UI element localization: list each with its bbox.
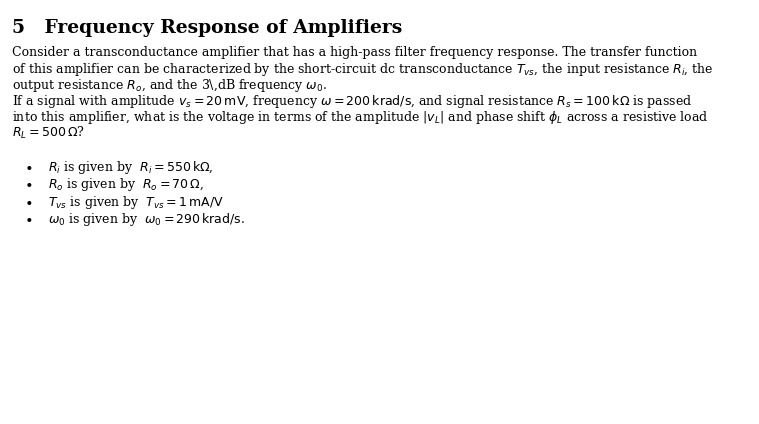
Text: of this amplifier can be characterized by the short-circuit dc transconductance : of this amplifier can be characterized b…	[12, 61, 713, 78]
Text: $R_o$ is given by  $R_o = 70\,\Omega$,: $R_o$ is given by $R_o = 70\,\Omega$,	[48, 176, 204, 193]
Text: Consider a transconductance amplifier that has a high-pass filter frequency resp: Consider a transconductance amplifier th…	[12, 46, 697, 59]
Text: into this amplifier, what is the voltage in terms of the amplitude $|v_L|$ and p: into this amplifier, what is the voltage…	[12, 109, 709, 126]
Text: $\omega_0$ is given by  $\omega_0 = 290\,\mathrm{krad/s}$.: $\omega_0$ is given by $\omega_0 = 290\,…	[48, 212, 245, 229]
Text: $\bullet$: $\bullet$	[24, 212, 32, 226]
Text: output resistance $R_o$, and the 3\,dB frequency $\omega_0$.: output resistance $R_o$, and the 3\,dB f…	[12, 77, 327, 94]
Text: $T_{vs}$ is given by  $T_{vs} = 1\,\mathrm{mA/V}$: $T_{vs}$ is given by $T_{vs} = 1\,\mathr…	[48, 194, 224, 211]
Text: $R_L = 500\,\Omega$?: $R_L = 500\,\Omega$?	[12, 125, 85, 141]
Text: If a signal with amplitude $v_s = 20\,\mathrm{mV}$, frequency $\omega = 200\,\ma: If a signal with amplitude $v_s = 20\,\m…	[12, 94, 692, 111]
Text: $\bullet$: $\bullet$	[24, 194, 32, 208]
Text: $R_i$ is given by  $R_i = 550\,\mathrm{k\Omega}$,: $R_i$ is given by $R_i = 550\,\mathrm{k\…	[48, 159, 213, 176]
Text: $\bullet$: $\bullet$	[24, 159, 32, 173]
Text: $\bullet$: $\bullet$	[24, 176, 32, 190]
Text: 5   Frequency Response of Amplifiers: 5 Frequency Response of Amplifiers	[12, 19, 402, 37]
